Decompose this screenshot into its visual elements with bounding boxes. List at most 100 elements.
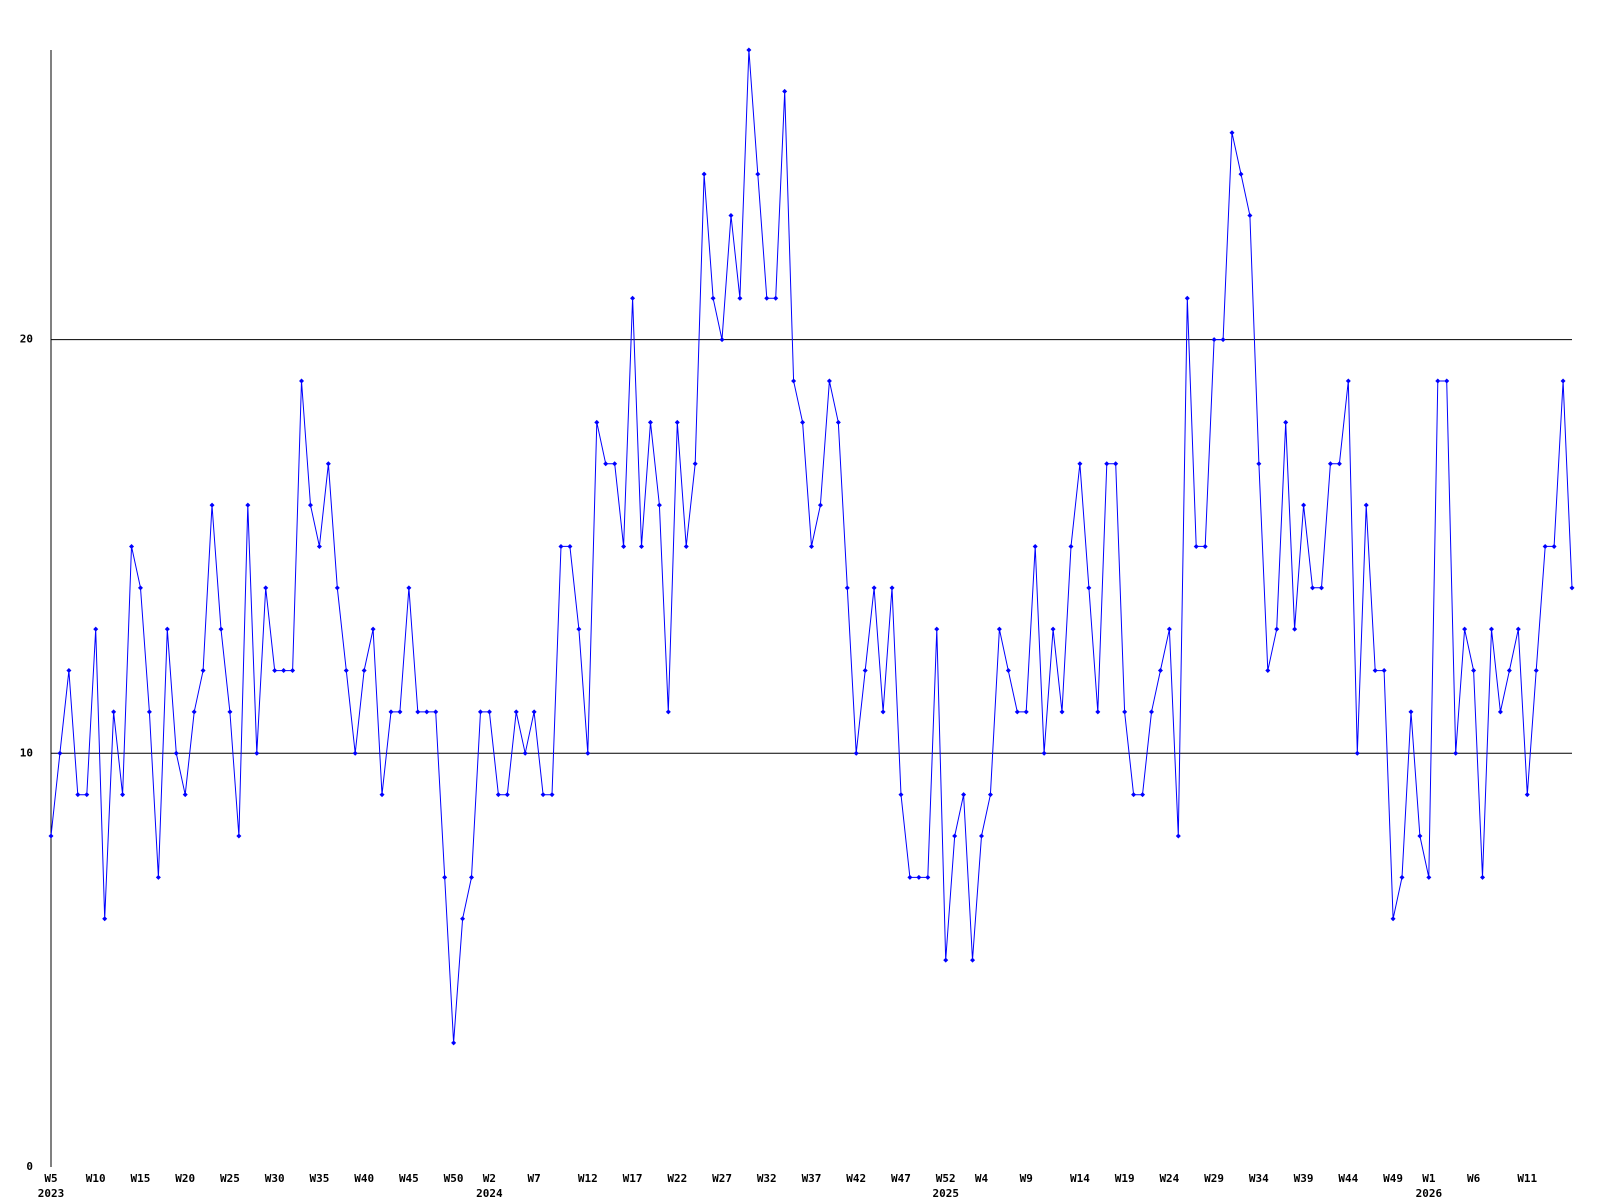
data-point <box>1175 833 1181 839</box>
x-tick-label: W52 <box>936 1172 956 1185</box>
data-point <box>916 874 922 880</box>
data-point <box>1480 874 1486 880</box>
data-point <box>299 378 305 384</box>
data-point <box>1542 543 1548 549</box>
data-point <box>943 957 949 963</box>
data-point <box>1471 668 1477 674</box>
x-tick-label: W47 <box>891 1172 911 1185</box>
data-point <box>1488 626 1494 632</box>
x-tick-label: W22 <box>667 1172 687 1185</box>
x-tick-label: W17 <box>623 1172 643 1185</box>
x-tick-label: W10 <box>86 1172 106 1185</box>
data-point <box>1354 750 1360 756</box>
data-point <box>1023 709 1029 715</box>
data-point <box>817 502 823 508</box>
x-tick-label: W6 <box>1467 1172 1481 1185</box>
data-point <box>567 543 573 549</box>
data-point <box>826 378 832 384</box>
data-point <box>200 668 206 674</box>
data-point <box>1229 130 1235 136</box>
data-point <box>800 419 806 425</box>
x-tick-label: W12 <box>578 1172 598 1185</box>
data-point <box>809 543 814 549</box>
data-point <box>93 626 99 632</box>
data-point <box>424 709 430 715</box>
data-point <box>1032 543 1038 549</box>
data-point <box>862 668 868 674</box>
data-point <box>1453 750 1459 756</box>
data-point <box>531 709 537 715</box>
y-tick-label: 0 <box>26 1160 33 1173</box>
x-tick-label: W45 <box>399 1172 419 1185</box>
x-tick-label: W39 <box>1294 1172 1314 1185</box>
data-point <box>1104 461 1110 467</box>
data-point <box>844 585 850 591</box>
data-point <box>630 295 636 301</box>
data-point <box>1399 874 1405 880</box>
x-tick-label: W15 <box>131 1172 151 1185</box>
data-point <box>191 709 197 715</box>
data-point <box>370 626 376 632</box>
data-point <box>272 668 278 674</box>
x-tick-label: W42 <box>846 1172 866 1185</box>
x-tick-label: W25 <box>220 1172 240 1185</box>
data-point <box>361 668 367 674</box>
data-point <box>1059 709 1065 715</box>
data-point <box>254 750 260 756</box>
data-point <box>1327 461 1333 467</box>
data-point <box>1462 626 1468 632</box>
data-point <box>764 295 770 301</box>
y-tick-label: 20 <box>20 333 33 346</box>
data-point <box>442 874 448 880</box>
data-point <box>1140 792 1146 798</box>
data-point <box>1318 585 1324 591</box>
data-point <box>307 502 313 508</box>
data-point <box>75 792 81 798</box>
data-point <box>1157 668 1163 674</box>
x-tick-label: W11 <box>1517 1172 1537 1185</box>
data-point <box>495 792 501 798</box>
data-point <box>486 709 492 715</box>
data-point <box>549 792 555 798</box>
year-label: 2023 <box>38 1187 65 1200</box>
data-point <box>907 874 913 880</box>
data-point <box>889 585 895 591</box>
data-point <box>647 419 653 425</box>
data-point <box>791 378 797 384</box>
data-point <box>1041 750 1047 756</box>
data-point <box>164 626 170 632</box>
data-point <box>1131 792 1137 798</box>
data-point <box>1166 626 1172 632</box>
data-point <box>952 833 958 839</box>
x-tick-label: W14 <box>1070 1172 1090 1185</box>
data-point <box>961 792 967 798</box>
data-point <box>522 750 528 756</box>
data-point <box>1336 461 1342 467</box>
data-point <box>1256 461 1262 467</box>
data-point <box>1211 337 1217 343</box>
year-label: 2025 <box>932 1187 959 1200</box>
data-point <box>227 709 233 715</box>
data-point <box>245 502 251 508</box>
data-point <box>1381 668 1387 674</box>
data-point <box>1301 502 1307 508</box>
data-point <box>281 668 287 674</box>
data-point <box>934 626 940 632</box>
data-point <box>316 543 322 549</box>
x-tick-label: W2 <box>483 1172 496 1185</box>
x-tick-label: W20 <box>175 1172 195 1185</box>
data-point <box>1569 585 1575 591</box>
data-point <box>334 585 340 591</box>
data-point <box>701 171 707 177</box>
data-point <box>1345 378 1351 384</box>
data-point <box>102 916 108 922</box>
x-tick-label: W19 <box>1115 1172 1135 1185</box>
data-point <box>978 833 984 839</box>
data-point <box>594 419 600 425</box>
x-tick-label: W50 <box>444 1172 464 1185</box>
data-point <box>1497 709 1503 715</box>
data-point <box>379 792 385 798</box>
data-point <box>737 295 743 301</box>
data-point <box>1068 543 1074 549</box>
data-point <box>1408 709 1414 715</box>
